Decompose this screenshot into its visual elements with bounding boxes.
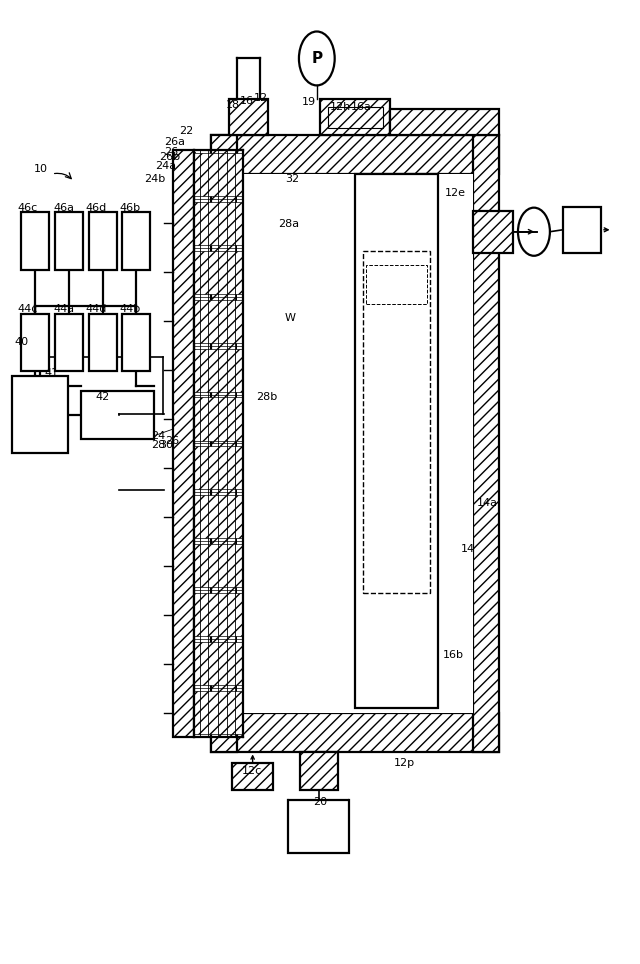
Bar xyxy=(193,691,243,735)
Bar xyxy=(288,800,349,852)
Bar xyxy=(328,107,383,128)
Text: 26a: 26a xyxy=(164,137,185,147)
Bar xyxy=(193,642,243,685)
Bar xyxy=(122,212,150,270)
Text: 16: 16 xyxy=(239,95,253,106)
Bar xyxy=(193,300,243,342)
Text: 26: 26 xyxy=(164,147,179,157)
Bar xyxy=(193,397,243,441)
Bar xyxy=(81,390,154,439)
Text: 46d: 46d xyxy=(85,202,106,213)
Bar xyxy=(21,212,49,270)
Text: 19: 19 xyxy=(302,96,316,107)
Bar xyxy=(211,136,499,174)
Text: 44b: 44b xyxy=(120,304,141,313)
Bar xyxy=(122,313,150,371)
Text: 24b: 24b xyxy=(145,174,166,184)
Text: 46c: 46c xyxy=(17,202,38,213)
Text: 30: 30 xyxy=(159,441,173,450)
Bar xyxy=(89,212,117,270)
Text: W: W xyxy=(285,313,296,323)
Text: 28b: 28b xyxy=(256,392,277,402)
Text: 16a: 16a xyxy=(351,101,372,112)
Bar xyxy=(390,109,499,136)
Bar xyxy=(55,212,83,270)
Bar xyxy=(55,313,83,371)
Text: 44c: 44c xyxy=(17,304,38,313)
Bar xyxy=(229,99,268,136)
Bar xyxy=(563,206,601,253)
Bar xyxy=(300,752,338,790)
Text: 12: 12 xyxy=(254,93,268,103)
Bar xyxy=(355,174,438,709)
Text: 12c: 12c xyxy=(242,765,262,776)
Bar xyxy=(193,545,243,587)
Text: 44a: 44a xyxy=(53,304,74,313)
Bar xyxy=(193,251,243,294)
Text: 12p: 12p xyxy=(394,758,415,768)
Bar xyxy=(193,593,243,636)
Text: 32: 32 xyxy=(285,174,299,184)
Bar xyxy=(211,136,237,752)
Bar xyxy=(193,349,243,391)
Bar xyxy=(232,763,273,790)
Bar xyxy=(473,136,499,752)
Text: 22: 22 xyxy=(179,125,194,136)
Text: 40: 40 xyxy=(15,337,29,347)
Bar xyxy=(89,313,117,371)
Bar xyxy=(193,201,243,245)
Text: 44d: 44d xyxy=(85,304,106,313)
Text: 14a: 14a xyxy=(476,498,497,508)
Text: 26: 26 xyxy=(166,436,180,445)
Bar xyxy=(12,376,68,453)
Text: 26b: 26b xyxy=(159,151,180,162)
Text: 12e: 12e xyxy=(445,188,465,199)
Text: 10: 10 xyxy=(34,164,48,174)
Text: 42: 42 xyxy=(95,392,109,402)
Text: 18: 18 xyxy=(225,99,239,110)
Bar xyxy=(211,713,499,752)
Text: 28: 28 xyxy=(152,441,166,450)
Bar xyxy=(237,174,473,713)
Bar xyxy=(320,99,390,136)
Text: 20: 20 xyxy=(314,796,328,807)
Text: 12h: 12h xyxy=(330,101,351,112)
Bar xyxy=(193,446,243,490)
Text: 24: 24 xyxy=(151,431,165,441)
Text: 14: 14 xyxy=(461,545,475,554)
Text: 46b: 46b xyxy=(120,202,141,213)
Text: 28a: 28a xyxy=(278,219,300,229)
Bar xyxy=(21,313,49,371)
Bar xyxy=(193,153,243,196)
Bar xyxy=(363,251,431,593)
Bar xyxy=(193,495,243,539)
Text: 24a: 24a xyxy=(156,161,177,172)
Bar xyxy=(173,149,193,737)
Bar xyxy=(473,210,513,253)
Text: 41: 41 xyxy=(44,368,58,378)
Text: P: P xyxy=(311,51,323,66)
Bar xyxy=(366,265,428,304)
Text: 16b: 16b xyxy=(443,651,463,660)
Text: 46a: 46a xyxy=(53,202,74,213)
